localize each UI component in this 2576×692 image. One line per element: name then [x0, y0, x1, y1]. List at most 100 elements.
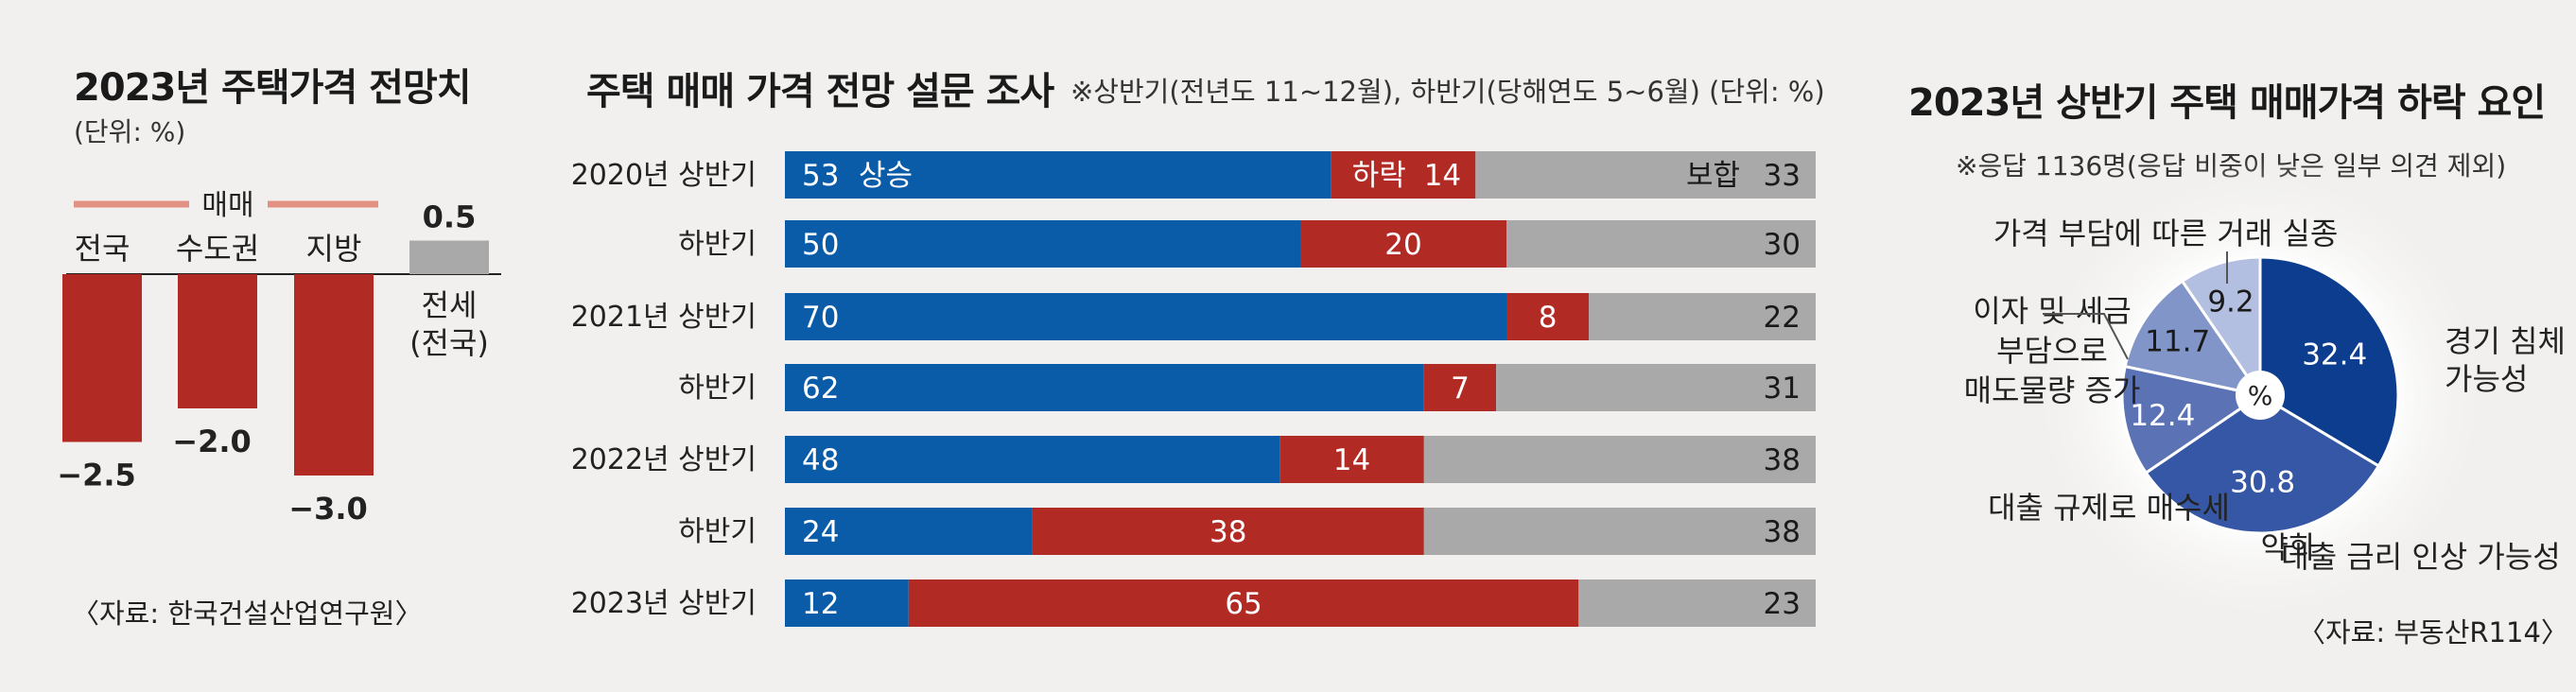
- category-label: 전국: [75, 231, 131, 267]
- value-label: 65: [1225, 587, 1262, 621]
- slice-label: 가격 부담에 따른 거래 실종: [1993, 216, 2339, 251]
- value-label: 8: [1539, 301, 1558, 335]
- value-label: −2.0: [172, 424, 252, 459]
- segment-보합: [1589, 293, 1816, 340]
- row-label: 2020년 상반기: [571, 159, 757, 192]
- segment-상승: [785, 293, 1506, 340]
- row-label: 2022년 상반기: [571, 443, 757, 476]
- pie-center-label: %: [2248, 380, 2273, 411]
- value-label: 48: [802, 443, 839, 477]
- slice-value: 32.4: [2302, 337, 2367, 372]
- segment-상승: [785, 220, 1300, 268]
- value-label: 38: [1764, 443, 1801, 477]
- segment-보합: [1423, 508, 1816, 555]
- outlook-panel: 2023년 주택가격 전망치 (단위: %) 매매 전국 −2.5 수도권 −2.0 지방…: [0, 0, 530, 692]
- segment-하락: [1423, 364, 1497, 411]
- bar-0: [62, 274, 142, 442]
- leader-line: [2043, 313, 2129, 360]
- outlook-source: 〈자료: 한국건설산업연구원〉: [72, 597, 423, 630]
- factors-title: 2023년 상반기 주택 매매가격 하락 요인: [1908, 81, 2546, 125]
- value-label: 14: [1424, 159, 1461, 193]
- factors-panel: 2023년 상반기 주택 매매가격 하락 요인 ※응답 1136명(응답 비중이…: [1854, 0, 2576, 692]
- pie-slice: [2180, 255, 2262, 400]
- segment-상승: [785, 436, 1280, 483]
- category-label: (전국): [409, 325, 489, 361]
- value-label: 53: [802, 159, 839, 193]
- value-label: 23: [1764, 587, 1801, 621]
- row-label: 하반기: [678, 228, 757, 261]
- pie-slice: [2258, 255, 2400, 468]
- bar-2: [294, 274, 374, 476]
- outlook-unit: (단위: %): [74, 116, 186, 147]
- segment-상승: [785, 364, 1424, 411]
- category-label: 지방: [306, 231, 362, 267]
- value-label: 12: [802, 587, 839, 621]
- bar-1: [178, 274, 257, 408]
- slice-label: 대출 규제로 매수세: [1988, 490, 2230, 526]
- segment-보합: [1423, 436, 1816, 483]
- group-label: 매매: [201, 189, 253, 222]
- slice-value: 11.7: [2145, 324, 2210, 358]
- value-label: 70: [802, 301, 839, 335]
- segment-하락: [908, 580, 1579, 627]
- row-label: 하반기: [678, 515, 757, 548]
- value-label: 62: [802, 372, 839, 406]
- value-label: 33: [1764, 159, 1801, 193]
- segment-하락: [1300, 220, 1506, 268]
- value-label: 50: [802, 228, 839, 262]
- segment-하락: [1331, 151, 1476, 199]
- row-label: 하반기: [678, 372, 757, 405]
- legend-label: 하락: [1352, 159, 1406, 193]
- slice-value: 30.8: [2230, 465, 2295, 499]
- row-label: 2023년 상반기: [571, 587, 757, 620]
- value-label: 38: [1764, 515, 1801, 549]
- value-label: 0.5: [423, 199, 477, 235]
- value-label: 7: [1451, 372, 1470, 406]
- segment-보합: [1506, 220, 1816, 268]
- slice-value: 9.2: [2207, 285, 2254, 320]
- category-label: 전세: [422, 287, 478, 323]
- bar-3: [409, 240, 489, 274]
- segment-보합: [1578, 580, 1816, 627]
- factors-source: 〈자료: 부동산R114〉: [2298, 616, 2568, 649]
- slice-label: 경기 침체: [2445, 323, 2566, 359]
- value-label: 14: [1333, 443, 1370, 477]
- segment-하락: [1506, 293, 1590, 340]
- value-label: 20: [1384, 228, 1421, 262]
- pie-slice: [2144, 393, 2381, 535]
- legend-label: 보합: [1686, 159, 1740, 193]
- value-label: 30: [1764, 228, 1801, 262]
- segment-보합: [1496, 364, 1816, 411]
- value-label: −3.0: [288, 491, 368, 527]
- slice-value: 12.4: [2130, 399, 2195, 433]
- legend-label: 상승: [859, 159, 913, 193]
- category-label: 수도권: [176, 231, 259, 267]
- row-label: 2021년 상반기: [571, 301, 757, 334]
- survey-panel: 주택 매매 가격 전망 설문 조사 ※상반기(전년도 11~12월), 하반기(…: [530, 0, 1854, 692]
- slice-label: 가능성: [2445, 361, 2528, 397]
- outlook-title: 2023년 주택가격 전망치: [74, 66, 472, 110]
- segment-하락: [1279, 436, 1424, 483]
- segment-상승: [785, 580, 909, 627]
- value-label: 38: [1210, 515, 1246, 549]
- slice-label: 대출 금리 인상 가능성: [2281, 539, 2560, 575]
- segment-상승: [785, 508, 1033, 555]
- slice-label: 이자 및 세금: [1973, 293, 2132, 329]
- value-label: 31: [1764, 372, 1801, 406]
- pie-slice: [2120, 364, 2264, 476]
- segment-하락: [1032, 508, 1424, 555]
- survey-stacked-bar-chart: 2020년 상반기 53 상승 하락 14 보합 33 하반기 50 20 30 2021년 상반기 7…: [571, 151, 1816, 627]
- slice-label: 매도물량 증가: [1964, 372, 2141, 408]
- slice-label: 부담으로: [1996, 333, 2108, 369]
- survey-title: 주택 매매 가격 전망 설문 조사: [586, 70, 1054, 113]
- slice-label: 약화: [2261, 529, 2317, 565]
- value-label: 24: [802, 515, 839, 549]
- pie-slice: [2123, 279, 2264, 398]
- segment-상승: [785, 151, 1332, 199]
- pie-center: [2236, 371, 2285, 420]
- value-label: 22: [1764, 301, 1801, 335]
- survey-note: ※상반기(전년도 11~12월), 하반기(당해연도 5~6월) (단위: %): [1070, 76, 1825, 108]
- segment-보합: [1475, 151, 1816, 199]
